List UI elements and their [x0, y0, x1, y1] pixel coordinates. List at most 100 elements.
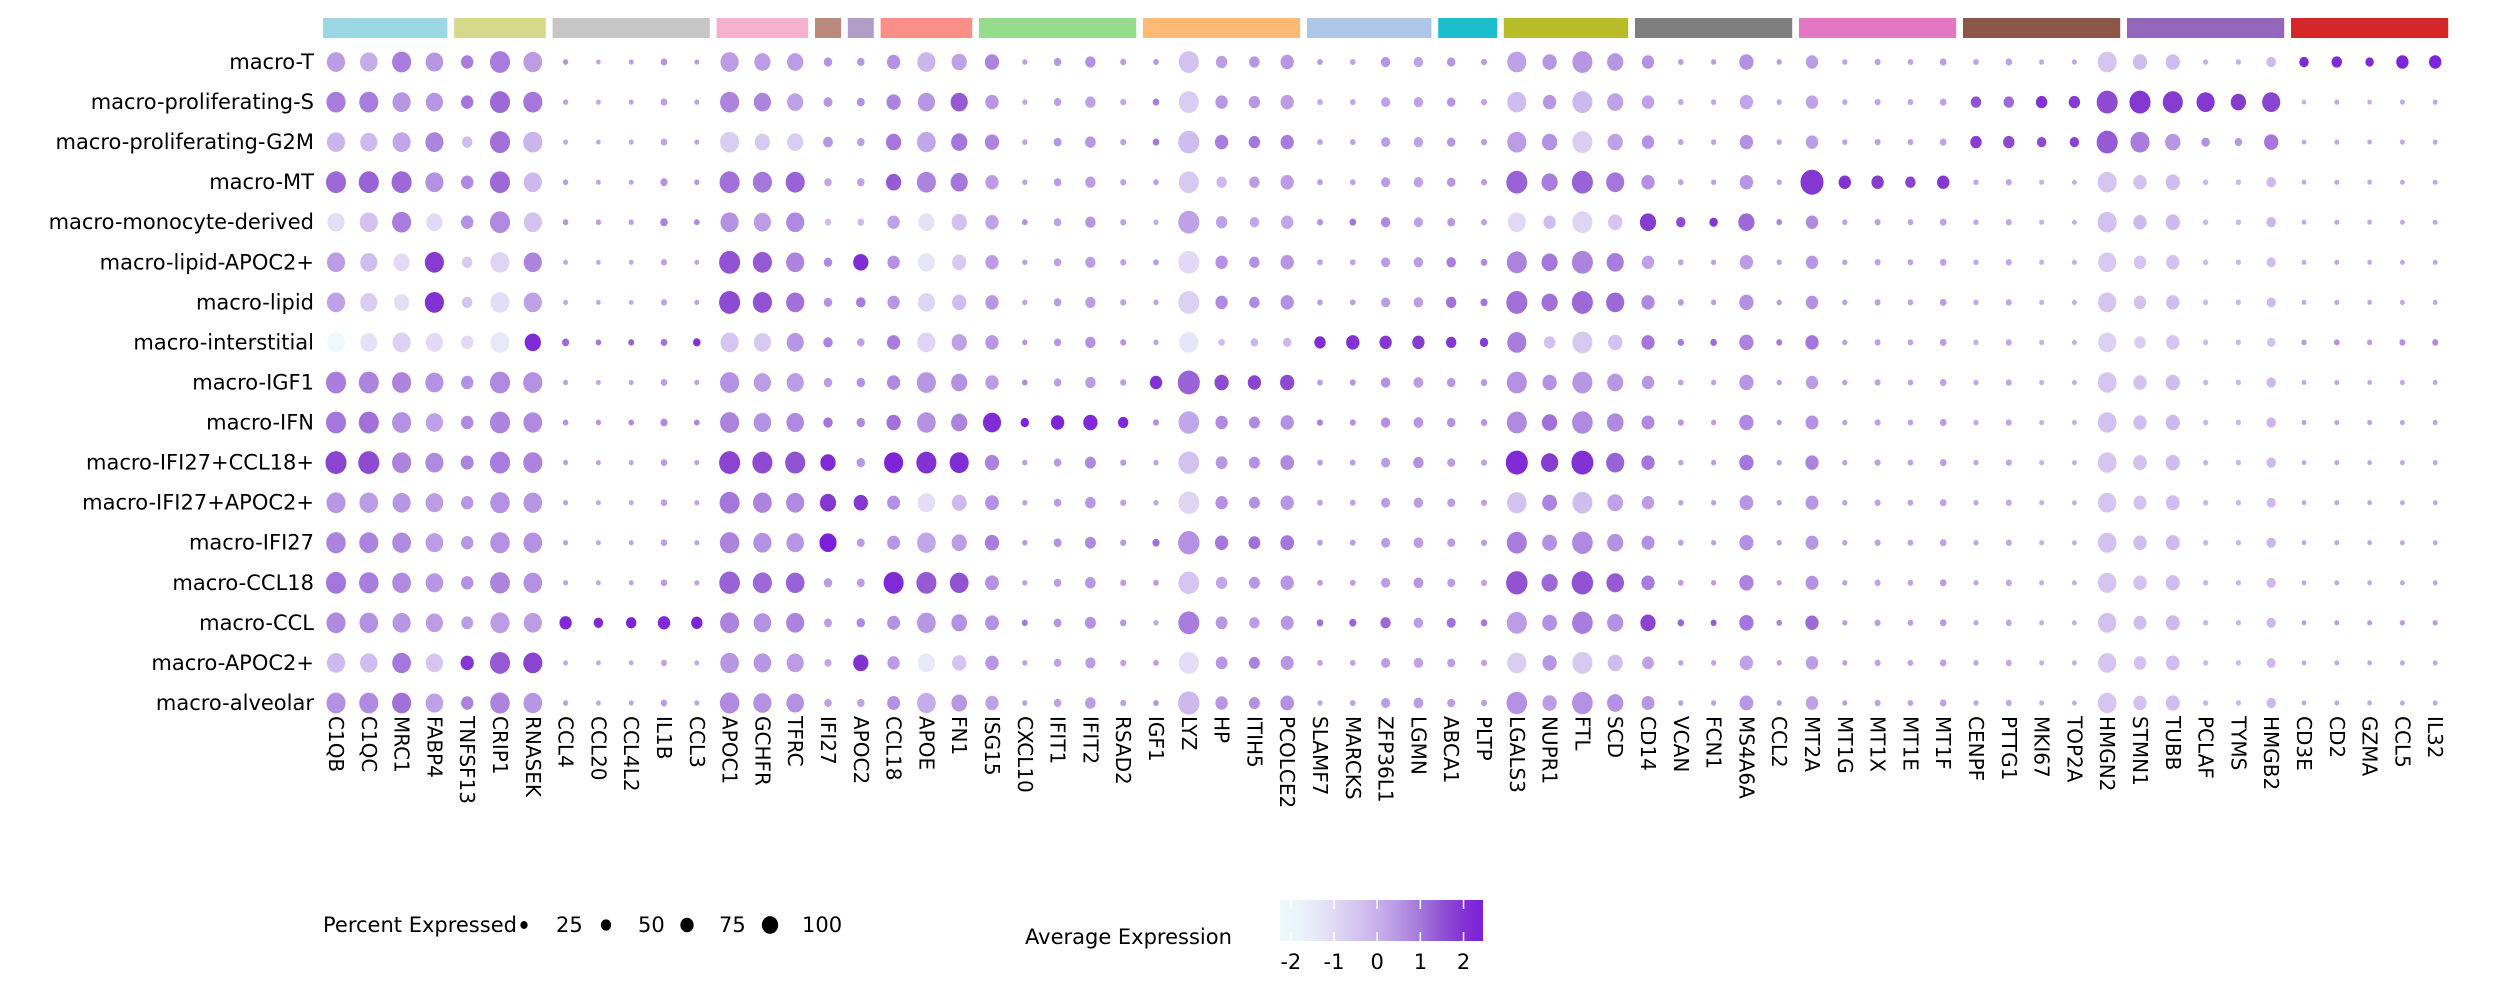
expression-dot [1607, 494, 1624, 512]
expression-dot [1085, 216, 1096, 228]
expression-dot [1739, 54, 1754, 70]
expression-dot [359, 91, 379, 113]
expression-dot [2071, 299, 2077, 306]
expression-dot [1282, 337, 1292, 348]
expression-dot [1214, 535, 1229, 550]
expression-dot [1776, 219, 1783, 226]
expression-dot [951, 694, 968, 712]
expression-dot [2202, 219, 2209, 226]
expression-dot [628, 59, 634, 65]
dot-row-macro-IFN [325, 411, 2438, 434]
expression-dot [1247, 375, 1262, 390]
expression-dot [2133, 695, 2147, 711]
expression-dot [1248, 416, 1260, 429]
expression-dot [853, 654, 869, 672]
expression-dot [1939, 378, 1947, 387]
expression-dot [563, 660, 569, 666]
expression-dot [2005, 299, 2012, 306]
expression-dot [719, 250, 741, 274]
expression-dot [753, 373, 772, 392]
expression-dot [2005, 218, 2012, 226]
expression-dot [2367, 259, 2372, 265]
expression-dot [1280, 174, 1294, 190]
expression-dot [1506, 371, 1527, 394]
expression-dot [1480, 419, 1488, 426]
expression-dot [1053, 178, 1062, 187]
expression-dot [2301, 580, 2307, 586]
expression-dot [461, 495, 474, 510]
expression-dot [2071, 459, 2077, 466]
expression-dot [1178, 171, 1199, 194]
expression-dot [1572, 531, 1593, 554]
expression-dot [325, 571, 347, 594]
expression-dot [786, 373, 804, 392]
expression-dot [2096, 130, 2118, 154]
expression-dot [2334, 99, 2340, 105]
expression-dot [2202, 299, 2209, 306]
expression-dot [754, 133, 771, 151]
expression-dot [1842, 259, 1848, 266]
expression-dot [523, 572, 543, 593]
expression-dot [985, 575, 999, 591]
expression-dot [360, 653, 378, 673]
expression-dot [596, 299, 601, 305]
expression-dot [1640, 614, 1656, 632]
expression-dot [1022, 99, 1028, 105]
expression-dot [1120, 579, 1127, 587]
expression-dot [1970, 96, 1982, 108]
expression-dot [886, 94, 901, 110]
expression-dot [1939, 298, 1947, 306]
expression-dot [1776, 619, 1783, 626]
gene-label-MT1G: MT1G [1833, 716, 1857, 774]
expression-dot [2165, 214, 2180, 230]
expression-dot [1053, 57, 1062, 67]
expression-dot [856, 297, 866, 308]
expression-dot [1317, 700, 1323, 706]
expression-dot [2165, 374, 2180, 391]
expression-dot [1572, 611, 1593, 635]
expression-dot [1805, 575, 1819, 590]
expression-dot [1607, 53, 1624, 71]
expression-dot [2301, 660, 2307, 666]
expression-dot [1805, 535, 1819, 550]
expression-dot [1280, 455, 1295, 471]
expression-dot [490, 251, 510, 273]
expression-dot [1805, 455, 1819, 470]
size-legend-label-25: 25 [556, 913, 583, 937]
expression-dot [1349, 379, 1356, 386]
expression-dot [1020, 417, 1030, 428]
expression-dot [752, 292, 772, 313]
expression-dot [2129, 90, 2151, 114]
expression-dot [1776, 59, 1782, 65]
gene-label-APOC2: APOC2 [849, 716, 873, 784]
expression-dot [1805, 615, 1819, 631]
expression-dot [1317, 499, 1323, 506]
expression-dot [660, 218, 668, 227]
expression-dot [392, 452, 412, 473]
expression-dot [1710, 499, 1717, 506]
expression-dot [1218, 338, 1225, 346]
expression-dot [1153, 179, 1159, 186]
colorbar [1280, 900, 1483, 941]
expression-dot [1973, 339, 1979, 346]
expression-dot [1677, 99, 1684, 106]
colorbar-tick-mark [1376, 932, 1378, 941]
gene-label-CXCL10: CXCL10 [1013, 716, 1037, 793]
expression-dot [2432, 619, 2438, 626]
expression-dot [1739, 255, 1754, 270]
expression-dot [523, 252, 542, 273]
celltype-labels: macro-T macro-proliferating-S macro-prolif… [49, 50, 315, 715]
expression-dot [2165, 695, 2180, 711]
expression-dot [326, 292, 346, 313]
expression-dot [1215, 255, 1228, 270]
celltype-label-macro-lipid-APOC2+: macro-lipid-APOC2+ [100, 250, 314, 274]
expression-dot [1445, 296, 1457, 309]
gene-label-FN1: FN1 [947, 716, 971, 755]
expression-dot [2266, 337, 2276, 348]
expression-dot [359, 532, 379, 554]
expression-dot [1413, 377, 1424, 388]
expression-dot [661, 299, 667, 306]
expression-dot [1380, 617, 1391, 629]
gene-group-bar-5 [847, 18, 874, 38]
expression-dot [1380, 417, 1391, 428]
